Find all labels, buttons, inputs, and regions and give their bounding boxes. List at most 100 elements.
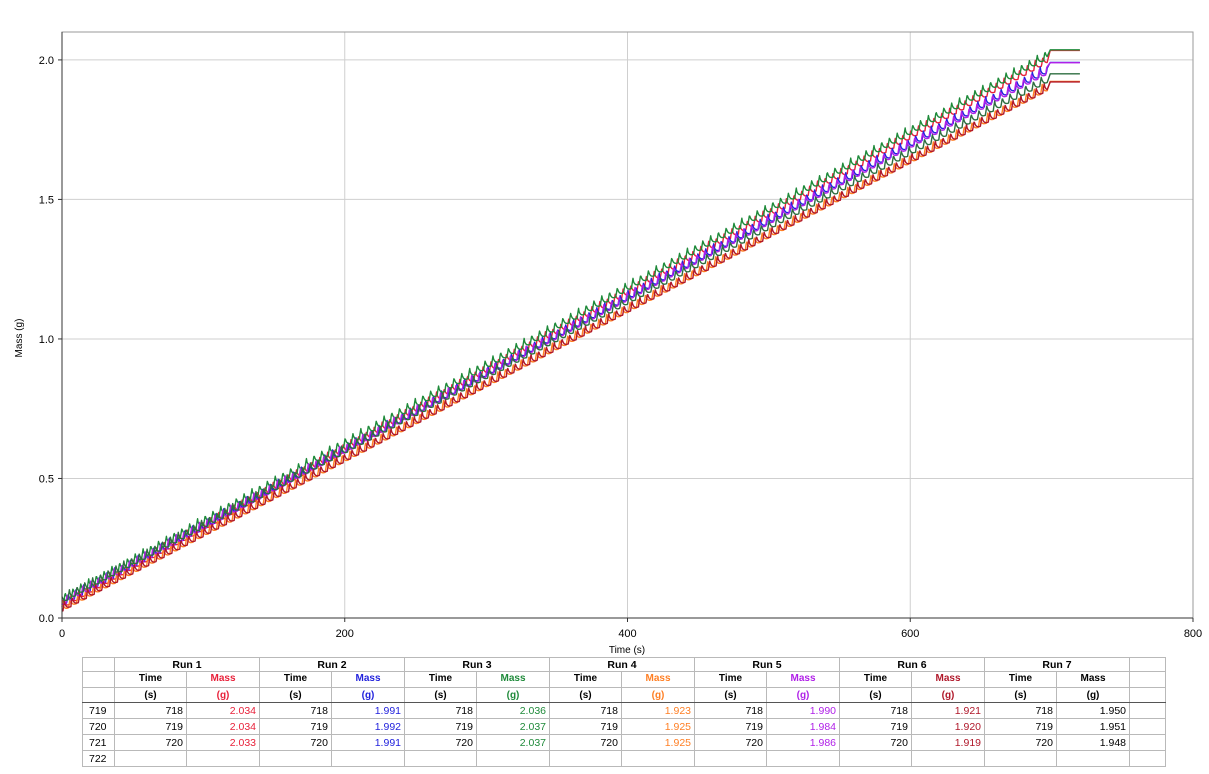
mass-cell: 2.036 [476, 702, 550, 719]
empty-cell [1056, 750, 1130, 767]
y-tick-label: 2.0 [39, 55, 54, 67]
mass-column-header: Mass [331, 671, 405, 688]
row-number: 721 [82, 734, 115, 751]
mass-cell: 1.991 [331, 702, 405, 719]
mass-column-header: Mass [186, 671, 260, 688]
corner-cell [82, 687, 115, 703]
table-row[interactable]: 721 720 2.033 720 1.991 720 2.037 720 1.925 720 1.… [82, 734, 1166, 751]
empty-cell [1129, 718, 1166, 735]
corner-cell [82, 657, 115, 672]
data-table: Run 1 Run 2 Run 3 Run 4 Run 5 Run 6 Run 7 Time M… [82, 657, 1166, 767]
run-title: Run 6 [839, 657, 985, 672]
row-number: 719 [82, 702, 115, 719]
series-line-run-4 [61, 80, 1080, 609]
empty-cell [186, 750, 260, 767]
mass-cell: 1.991 [331, 734, 405, 751]
tick-labels: 0 200 400 600 800 0.0 0.5 1.0 1.5 2.0 [39, 55, 1202, 640]
mass-column-header: Mass [911, 671, 985, 688]
mass-cell: 1.990 [766, 702, 840, 719]
series-line-run-5 [61, 62, 1080, 605]
time-column-header: Time [114, 671, 187, 688]
corner-cell [82, 671, 115, 688]
time-cell: 719 [549, 718, 622, 735]
empty-cell [331, 750, 405, 767]
mass-cell: 2.033 [186, 734, 260, 751]
mass-cell: 1.925 [621, 718, 695, 735]
time-column-header: Time [984, 671, 1057, 688]
empty-cell [694, 750, 767, 767]
time-column-header: Time [549, 671, 622, 688]
time-cell: 718 [694, 702, 767, 719]
empty-cell [1129, 734, 1166, 751]
table-row[interactable]: 720 719 2.034 719 1.992 719 2.037 719 1.925 719 1.… [82, 718, 1166, 735]
mass-cell: 1.921 [911, 702, 985, 719]
blank-header-cell [1129, 657, 1166, 672]
time-cell: 720 [549, 734, 622, 751]
y-axis-label: Mass (g) [14, 319, 25, 358]
mass-cell: 1.919 [911, 734, 985, 751]
mass-vs-time-chart: 0 200 400 600 800 0.0 0.5 1.0 1.5 2.0 Time (s) Ma… [14, 31, 1202, 656]
mass-unit: (g) [476, 687, 550, 703]
empty-cell [1129, 702, 1166, 719]
run-header-row: Run 1 Run 2 Run 3 Run 4 Run 5 Run 6 Run 7 [82, 657, 1166, 672]
time-cell: 720 [694, 734, 767, 751]
series-line-run-7 [61, 73, 1080, 602]
time-unit: (s) [114, 687, 187, 703]
mass-cell: 1.986 [766, 734, 840, 751]
time-cell: 720 [984, 734, 1057, 751]
row-number: 722 [82, 750, 115, 767]
series-layer [61, 49, 1080, 612]
time-cell: 718 [984, 702, 1057, 719]
unit-row: (s) (g) (s) (g) (s) (g) (s) (g) (s) (g) (s) (g) (s)(… [82, 687, 1166, 703]
run-title: Run 7 [984, 657, 1130, 672]
time-cell: 719 [694, 718, 767, 735]
time-unit: (s) [984, 687, 1057, 703]
time-column-header: Time [839, 671, 912, 688]
run-title: Run 4 [549, 657, 695, 672]
time-unit: (s) [839, 687, 912, 703]
y-tick-label: 1.0 [39, 334, 54, 346]
time-cell: 719 [404, 718, 477, 735]
empty-cell [404, 750, 477, 767]
run-title: Run 5 [694, 657, 840, 672]
empty-cell [839, 750, 912, 767]
mass-column-header: Mass [621, 671, 695, 688]
y-tick-label: 0.5 [39, 473, 54, 485]
empty-cell [621, 750, 695, 767]
time-unit: (s) [549, 687, 622, 703]
x-tick-label: 200 [336, 628, 354, 640]
time-cell: 720 [404, 734, 477, 751]
mass-cell: 1.951 [1056, 718, 1130, 735]
run-title: Run 3 [404, 657, 550, 672]
column-header-row: Time Mass Time Mass Time Mass Time Mass Time Mass… [82, 671, 1166, 688]
mass-cell: 2.034 [186, 718, 260, 735]
time-cell: 719 [839, 718, 912, 735]
time-cell: 718 [404, 702, 477, 719]
table-row[interactable]: 719 718 2.034 718 1.991 718 2.036 718 1.923 718 1.… [82, 702, 1166, 719]
mass-column-header: Mass [766, 671, 840, 688]
mass-cell: 1.950 [1056, 702, 1130, 719]
mass-cell: 2.037 [476, 718, 550, 735]
x-tick-label: 400 [618, 628, 636, 640]
x-axis-label: Time (s) [609, 645, 645, 656]
time-cell: 719 [114, 718, 187, 735]
table-row[interactable]: 722 [82, 750, 1166, 767]
series-line-run-1 [61, 49, 1080, 607]
mass-unit: (g) [766, 687, 840, 703]
mass-unit: (g) [1056, 687, 1130, 703]
mass-cell: 2.034 [186, 702, 260, 719]
time-unit: (s) [404, 687, 477, 703]
mass-cell: 1.920 [911, 718, 985, 735]
empty-cell [911, 750, 985, 767]
x-tick-label: 600 [901, 628, 919, 640]
empty-cell [766, 750, 840, 767]
mass-column-header: Mass [1056, 671, 1130, 688]
empty-cell [114, 750, 187, 767]
mass-cell: 1.992 [331, 718, 405, 735]
time-cell: 718 [114, 702, 187, 719]
empty-cell [984, 750, 1057, 767]
blank-header-cell [1129, 687, 1166, 703]
grid-lines [61, 32, 1194, 619]
mass-cell: 1.925 [621, 734, 695, 751]
time-cell: 719 [259, 718, 332, 735]
